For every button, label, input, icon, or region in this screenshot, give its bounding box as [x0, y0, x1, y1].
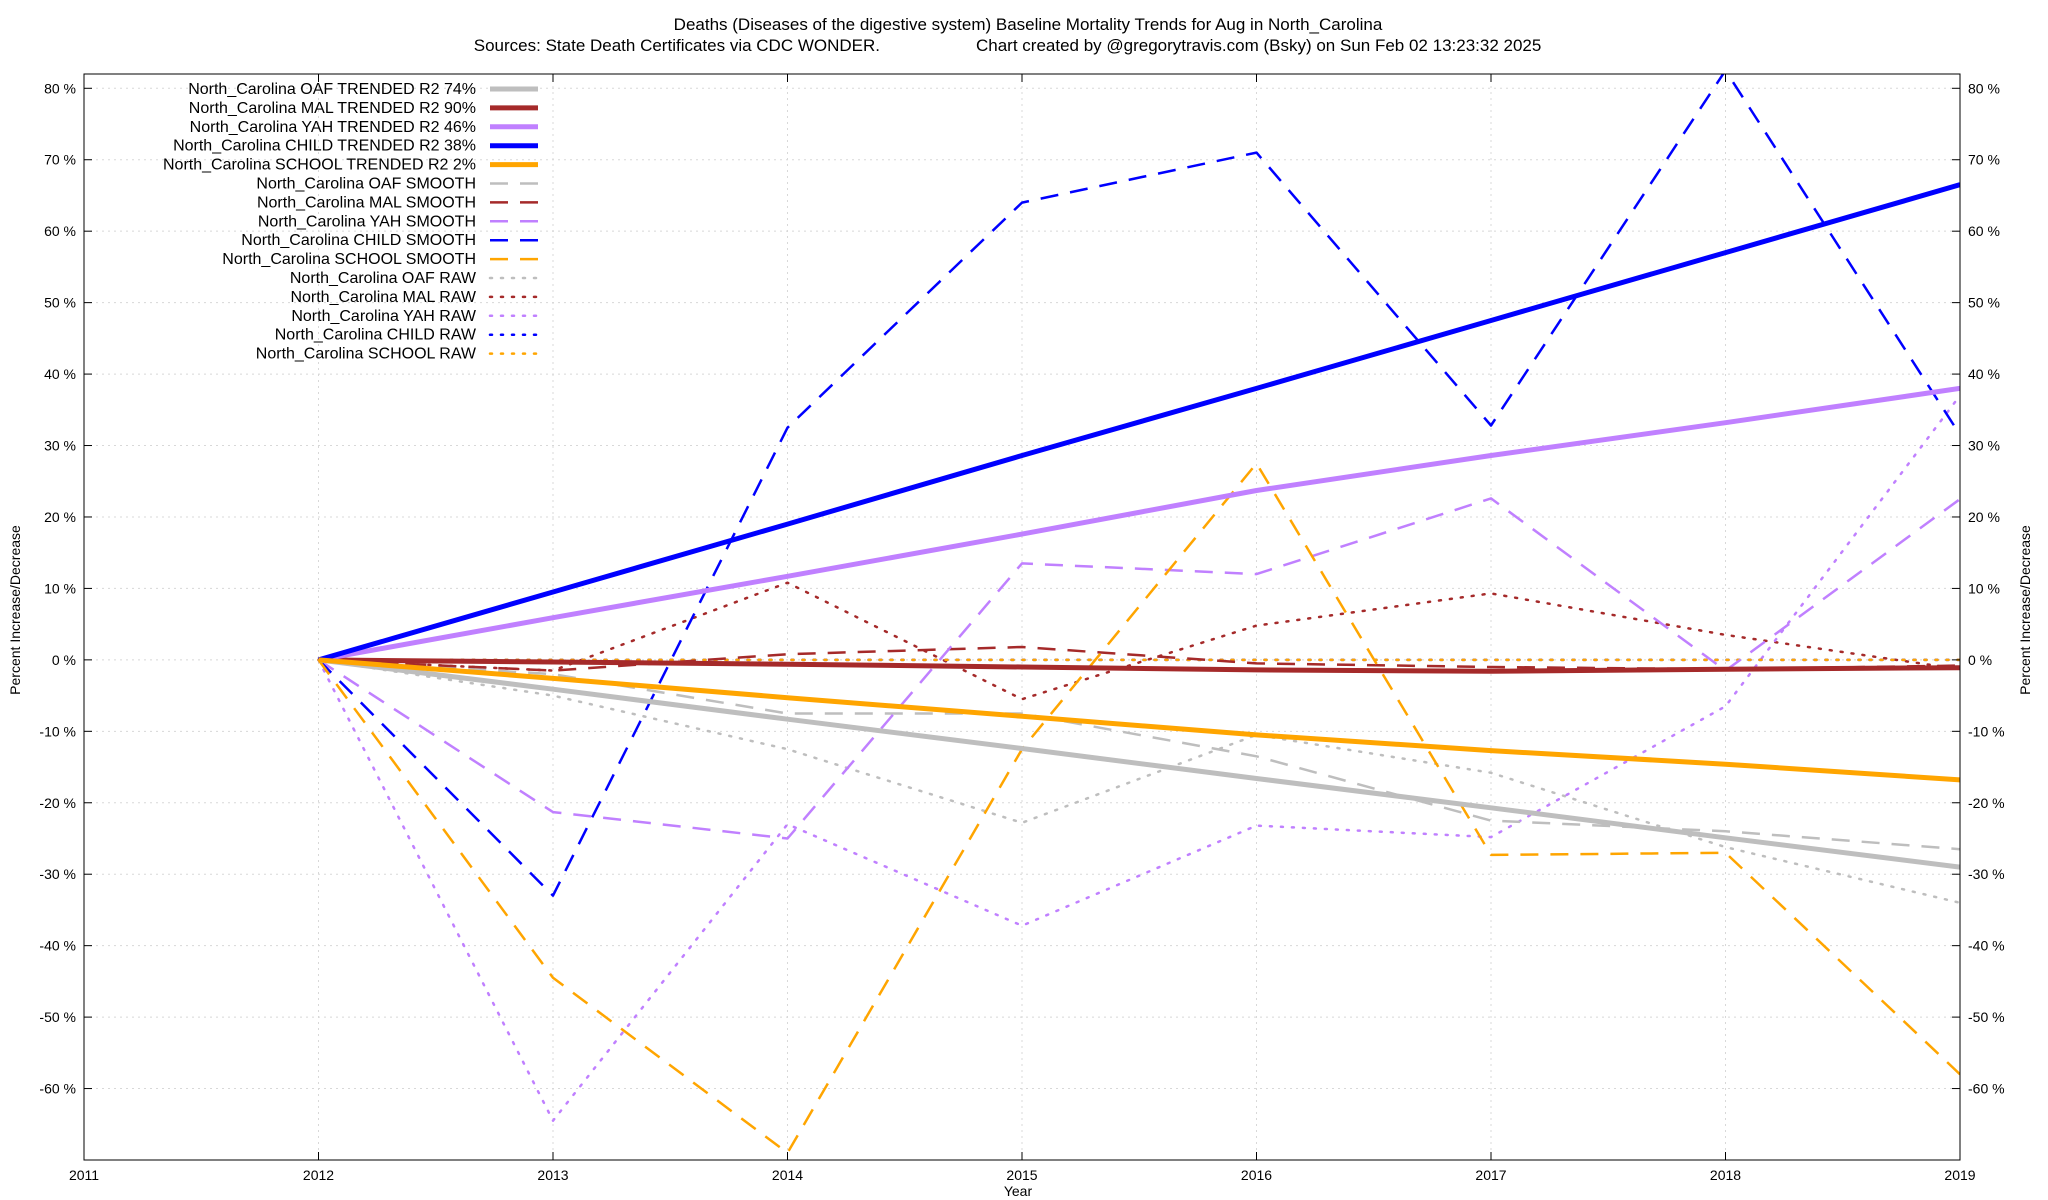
y-tick-label-right: 50 %: [1968, 295, 2000, 311]
y-tick-label-right: -10 %: [1968, 723, 2005, 739]
y-tick-label-right: 30 %: [1968, 438, 2000, 454]
series-line-child-trended: [317, 182, 1960, 663]
y-axis-label-left: Percent Increase/Decrease: [7, 525, 23, 695]
x-axis-label: Year: [1004, 1183, 1033, 1199]
legend-label-oaf-smooth: North_Carolina OAF SMOOTH: [256, 176, 476, 193]
series-line-oaf-trended: [318, 657, 1960, 870]
series-line-school-trended: [318, 657, 1960, 783]
series-line-mal-raw: [317, 581, 1960, 701]
axis-ticks: 80 % 80 % 70 % 70 % 60 % 60 % 50 % 50 % 40 % 40 %…: [39, 74, 2005, 1183]
y-tick-label-left: -20 %: [39, 795, 76, 811]
series-line-school-smooth: [317, 462, 1960, 1155]
legend-label-school-raw: North_Carolina SCHOOL RAW: [256, 346, 477, 363]
series-line-oaf-raw: [317, 658, 1960, 905]
y-tick-label-left: 50 %: [44, 295, 76, 311]
series-lines: [317, 74, 1960, 1155]
x-tick-label: 2017: [1475, 1167, 1506, 1183]
y-tick-label-right: 60 %: [1968, 223, 2000, 239]
legend-label-oaf-trended: North_Carolina OAF TRENDED R2 74%: [188, 81, 476, 98]
y-tick-label-left: -10 %: [39, 723, 76, 739]
series-line-mal-trended: [318, 657, 1960, 674]
legend-label-yah-trended: North_Carolina YAH TRENDED R2 46%: [190, 119, 476, 136]
y-tick-label-left: -60 %: [39, 1081, 76, 1097]
chart-title: Deaths (Diseases of the digestive system…: [674, 15, 1383, 34]
legend-label-mal-smooth: North_Carolina MAL SMOOTH: [257, 194, 476, 211]
y-tick-label-right: 80 %: [1968, 80, 2000, 96]
x-tick-label: 2011: [69, 1167, 99, 1183]
y-tick-label-right: -60 %: [1968, 1081, 2005, 1097]
y-tick-label-right: 40 %: [1968, 366, 2000, 382]
x-tick-label: 2014: [772, 1167, 803, 1183]
series-line-yah-raw: [317, 394, 1960, 1122]
y-tick-label-left: 10 %: [44, 580, 76, 596]
y-tick-label-left: -30 %: [39, 866, 76, 882]
y-axis-label-right: Percent Increase/Decrease: [2017, 525, 2033, 695]
legend-label-mal-trended: North_Carolina MAL TRENDED R2 90%: [189, 100, 476, 117]
x-tick-label: 2013: [537, 1167, 568, 1183]
y-tick-label-right: 70 %: [1968, 152, 2000, 168]
series-line-yah-trended: [318, 385, 1960, 663]
legend: North_Carolina OAF TRENDED R2 74% North_C…: [163, 81, 540, 363]
series-line-child-smooth: [317, 74, 1960, 897]
y-tick-label-right: -50 %: [1968, 1009, 2005, 1025]
y-tick-label-right: 0 %: [1968, 652, 1992, 668]
y-tick-label-left: 40 %: [44, 366, 76, 382]
legend-label-school-smooth: North_Carolina SCHOOL SMOOTH: [222, 251, 476, 268]
legend-label-yah-raw: North_Carolina YAH RAW: [291, 308, 477, 325]
y-tick-label-left: 30 %: [44, 438, 76, 454]
y-tick-label-left: 20 %: [44, 509, 76, 525]
y-tick-label-left: -50 %: [39, 1009, 76, 1025]
legend-label-child-trended: North_Carolina CHILD TRENDED R2 38%: [173, 138, 476, 155]
x-tick-label: 2016: [1241, 1167, 1272, 1183]
series-line-yah-smooth: [317, 497, 1960, 840]
legend-label-yah-smooth: North_Carolina YAH SMOOTH: [258, 213, 476, 230]
legend-label-mal-raw: North_Carolina MAL RAW: [290, 289, 476, 306]
y-tick-label-left: 0 %: [52, 652, 76, 668]
legend-label-child-raw: North_Carolina CHILD RAW: [275, 327, 477, 344]
legend-label-school-trended: North_Carolina SCHOOL TRENDED R2 2%: [163, 157, 476, 174]
legend-label-oaf-raw: North_Carolina OAF RAW: [290, 270, 477, 287]
y-tick-label-right: 10 %: [1968, 580, 2000, 596]
y-tick-label-left: 70 %: [44, 152, 76, 168]
legend-label-child-smooth: North_Carolina CHILD SMOOTH: [241, 232, 476, 249]
y-tick-label-left: 60 %: [44, 223, 76, 239]
y-tick-label-right: 20 %: [1968, 509, 2000, 525]
x-tick-label: 2019: [1944, 1167, 1975, 1183]
y-tick-label-right: -20 %: [1968, 795, 2005, 811]
x-tick-label: 2018: [1710, 1167, 1741, 1183]
y-tick-label-left: -40 %: [39, 938, 76, 954]
chart-subtitle-sources: Sources: State Death Certificates via CD…: [474, 36, 880, 55]
chart-subtitle-credit: Chart created by @gregorytravis.com (Bsk…: [976, 36, 1541, 55]
y-tick-label-left: 80 %: [44, 80, 76, 96]
y-tick-label-right: -30 %: [1968, 866, 2005, 882]
x-tick-label: 2015: [1006, 1167, 1037, 1183]
series-line-mal-smooth: [318, 645, 1960, 672]
y-tick-label-right: -40 %: [1968, 938, 2005, 954]
x-tick-label: 2012: [303, 1167, 334, 1183]
